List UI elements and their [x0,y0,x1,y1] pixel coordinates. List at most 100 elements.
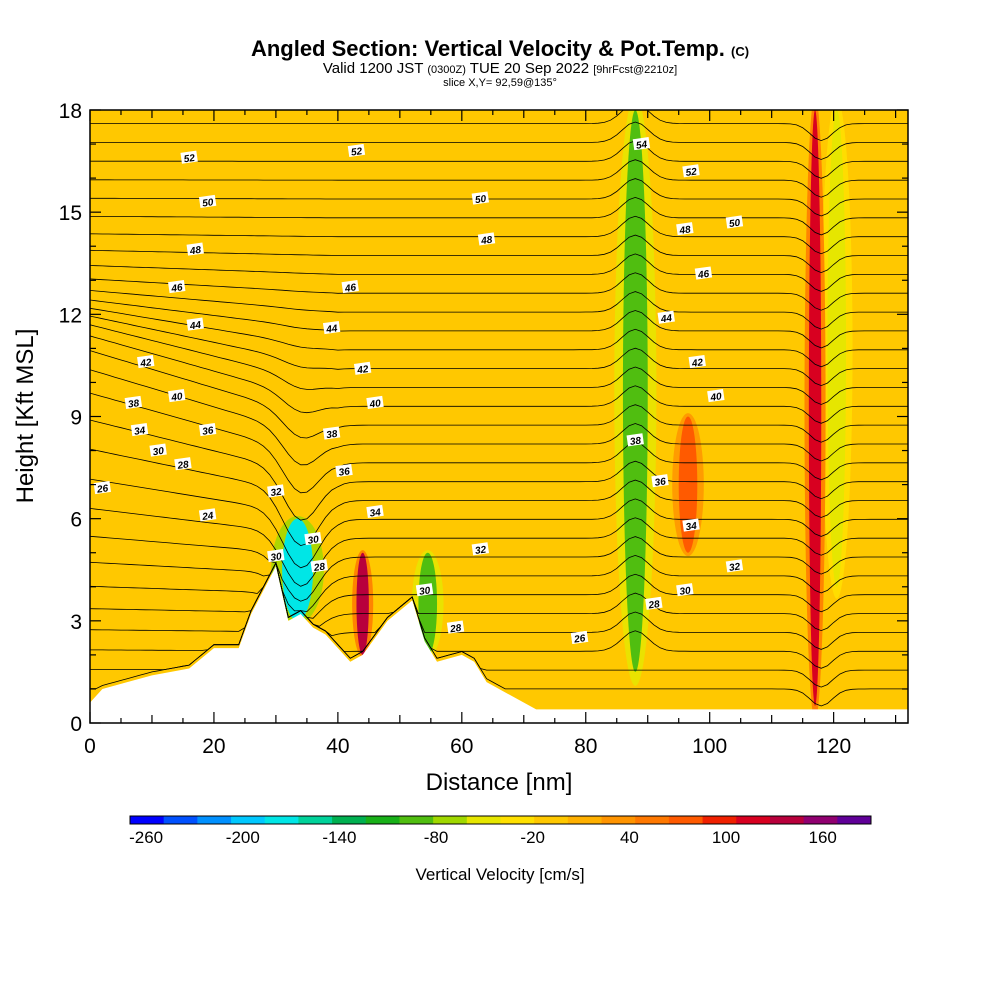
contour-label-text: 36 [338,466,351,479]
contour-label-3: 50 [471,191,490,207]
contour-label-bg [707,389,725,403]
contour-label-text: 50 [728,218,741,231]
contour-label-text: 46 [343,282,357,295]
y-tick-label: 0 [70,713,82,736]
contour-label-10: 42 [137,354,155,370]
contour-label-15: 38 [322,426,341,442]
colorbar-frame [129,815,872,825]
contour-label-text: 52 [183,153,196,166]
contour-label-text: 36 [654,476,667,489]
contour-label-bg [180,150,198,164]
contour-label-40: 38 [626,433,644,448]
colorbar-swatch-7 [365,816,400,824]
contour-label-46: 26 [570,630,589,646]
contour-label-36: 46 [694,266,713,281]
contour-label-bg [725,215,744,229]
contour-label-22: 26 [93,480,112,496]
contour-label-bg [322,426,341,440]
theta-contour-41 [90,315,908,387]
contour-label-text: 34 [134,425,147,438]
contour-label-text: 44 [188,320,202,333]
colorbar-swatch-14 [601,816,636,824]
contour-label-bg [676,222,694,236]
colorbar-swatch-2 [197,816,232,824]
x-tick-label: 0 [84,735,96,758]
x-tick-label: 100 [692,735,727,758]
contour-label-text: 34 [685,521,698,534]
contour-label-text: 34 [369,507,382,520]
x-tick-label: 20 [202,735,225,758]
contour-label-32: 54 [632,137,651,152]
forecast-info: [9hrFcst@2210z] [593,64,678,76]
chart-valid-line: Valid 1200 JST (0300Z) TUE 20 Sep 2022 [… [0,60,1000,77]
theta-contour-36 [90,392,908,494]
theta-contour-26 [90,561,908,669]
contour-label-text: 26 [95,483,109,496]
contour-label-bg [304,532,322,546]
contour-label-bg [645,596,663,610]
colorbar-swatch-4 [264,816,299,824]
contour-label-text: 24 [201,511,215,524]
colorbar-swatch-17 [702,816,737,824]
colorbar-tick-label: 40 [620,828,639,847]
contour-label-11: 42 [353,361,372,377]
y-tick-label: 12 [59,304,82,327]
contour-label-bg [341,280,359,294]
contour-label-bg [168,389,186,403]
theta-contour-50 [90,178,908,217]
contour-label-38: 42 [688,354,706,370]
contour-label-26: 30 [304,532,322,547]
theta-contour-31 [90,535,908,602]
contour-label-bg [130,423,149,437]
y-tick-label: 18 [59,100,82,123]
contour-label-text: 28 [176,459,190,472]
theta-contours [90,110,908,707]
valid-zulu: (0300Z) [427,64,466,76]
contour-label-bg [267,484,285,498]
downdraft-core-3 [808,110,822,706]
contour-label-23: 24 [198,508,217,524]
contour-label-33: 52 [682,164,700,179]
contour-label-1: 52 [347,143,366,159]
contour-label-text: 46 [170,282,184,295]
x-axis: 0 20 40 60 80 100 120 [84,110,897,758]
colorbar-swatch-6 [332,816,367,824]
contour-label-text: 30 [419,585,432,598]
contour-label-bg [688,354,706,369]
contour-label-9: 44 [322,320,341,336]
theta-contour-28 [90,561,908,632]
theta-contour-45 [90,272,908,311]
contour-label-text: 50 [474,194,487,207]
contour-label-bg [366,395,384,409]
contour-label-24: 32 [267,484,285,499]
slice-info: slice X,Y= 92,59@135° [443,77,557,89]
contour-label-bg [632,137,651,151]
contour-label-7: 46 [341,280,359,295]
contour-label-bg [694,266,713,280]
theta-contour-labels: 52 52 50 50 48 48 46 46 44 44 42 42 40 40 38 38 36 36 34 34… [93,137,744,646]
updraft-core-1 [827,110,847,587]
contour-label-bg [347,143,366,157]
contour-label-5: 48 [477,232,496,247]
x-tick-label: 120 [816,735,851,758]
colorbar-swatch-12 [534,816,569,824]
contour-label-20: 30 [149,443,167,458]
x-axis-title: Distance [nm] [426,769,573,796]
theta-contour-51 [90,159,908,198]
y-tick-label: 6 [70,509,82,532]
theta-contour-39 [90,335,908,424]
contour-label-17: 36 [335,463,353,479]
contour-label-bg [174,457,192,471]
contour-label-text: 40 [709,391,723,404]
contour-label-bg [657,310,675,324]
wave-core-5 [356,552,369,655]
y-tick-label: 3 [70,611,82,634]
contour-label-16: 36 [198,423,217,438]
contour-label-19: 34 [366,504,384,520]
contour-label-14: 38 [124,395,143,411]
contour-label-bg [651,474,669,488]
contour-label-text: 38 [326,429,339,442]
theta-contour-54 [90,110,908,142]
colorbar-swatch-19 [769,816,805,824]
